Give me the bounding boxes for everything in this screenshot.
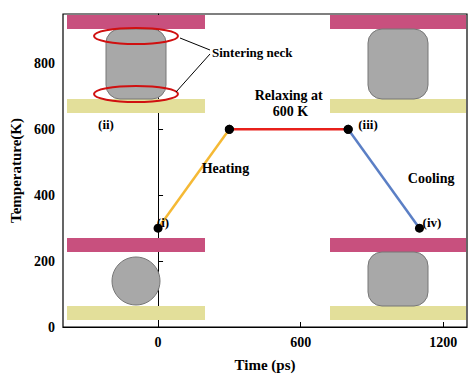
svg-text:200: 200 [34,254,55,269]
svg-text:(iii): (iii) [358,117,378,132]
svg-text:(iv): (iv) [423,215,442,230]
svg-text:(ii): (ii) [98,117,114,132]
svg-text:0: 0 [48,320,55,335]
svg-text:800: 800 [34,56,55,71]
svg-text:Cooling: Cooling [408,171,455,186]
svg-text:600: 600 [34,122,55,137]
svg-text:600 K: 600 K [269,104,308,119]
svg-text:(i): (i) [157,215,169,230]
svg-text:1200: 1200 [429,335,457,350]
svg-text:Temperature(K): Temperature(K) [8,118,25,223]
svg-text:Heating: Heating [202,161,249,176]
svg-text:0: 0 [155,335,162,350]
svg-text:400: 400 [34,188,55,203]
svg-text:Relaxing at: Relaxing at [255,88,323,103]
svg-text:Sintering neck: Sintering neck [212,45,293,60]
svg-text:600: 600 [290,335,311,350]
svg-text:Time (ps): Time (ps) [235,357,296,374]
